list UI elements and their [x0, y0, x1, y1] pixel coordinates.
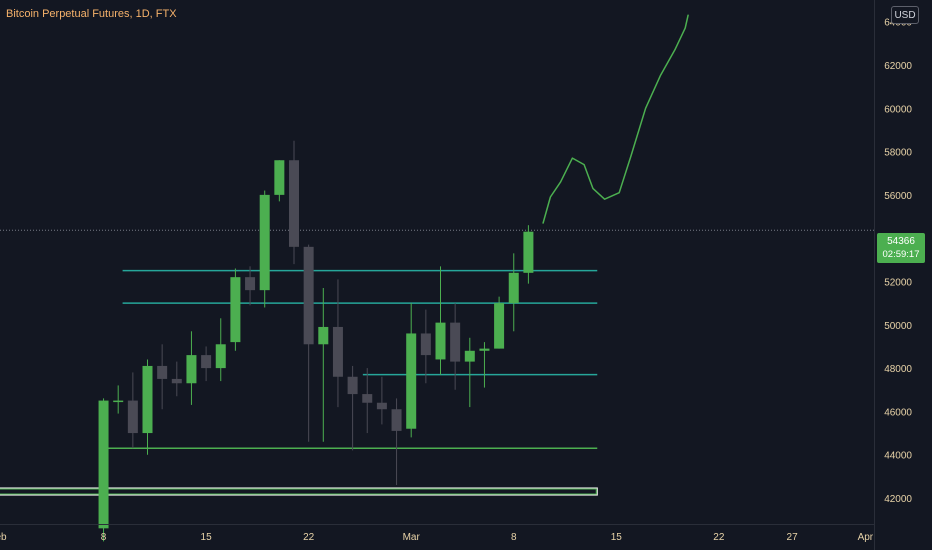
candle-body: [230, 277, 241, 343]
y-tick-label: 48000: [884, 364, 912, 375]
zone-rectangle: [0, 487, 598, 496]
bar-countdown: 02:59:17: [882, 249, 920, 260]
candle-body: [494, 303, 505, 349]
candle-body: [318, 326, 329, 345]
y-tick-label: 52000: [884, 277, 912, 288]
candle-body: [362, 394, 373, 403]
candle-body: [142, 365, 153, 434]
x-tick-label: 22: [713, 532, 725, 543]
candle-body: [157, 365, 168, 379]
chart-title: Bitcoin Perpetual Futures, 1D, FTX: [6, 8, 177, 20]
candle-body: [215, 344, 226, 369]
projection-curve: [542, 14, 689, 224]
candle-body: [186, 355, 197, 384]
candle-body: [171, 378, 182, 384]
candle-body: [464, 350, 475, 362]
candle-body: [303, 246, 314, 345]
currency-button[interactable]: USD: [891, 6, 919, 24]
candle-body: [406, 333, 417, 429]
candle-body: [201, 355, 212, 369]
zone-inner-line: [0, 488, 597, 495]
candle-body: [391, 409, 402, 431]
y-tick-label: 58000: [884, 148, 912, 159]
candle-body: [289, 160, 299, 247]
candle-body: [347, 376, 358, 395]
x-tick-label: 8: [101, 532, 107, 543]
x-axis[interactable]: eb 8 15 22 Mar 8 15 22 27 Apr: [0, 524, 874, 544]
y-tick-label: 60000: [884, 104, 912, 115]
x-tick-label: 22: [303, 532, 315, 543]
candle-body: [98, 400, 109, 529]
last-price-value: 54366: [887, 236, 915, 247]
candle-body: [274, 160, 285, 195]
candle-body: [332, 326, 343, 377]
x-tick-label: 15: [611, 532, 623, 543]
x-tick-label: eb: [0, 532, 7, 543]
candle-body: [245, 277, 256, 291]
y-tick-label: 44000: [884, 451, 912, 462]
x-tick-label: 15: [201, 532, 213, 543]
y-tick-label: 62000: [884, 61, 912, 72]
last-price-tag: 54366 02:59:17: [877, 233, 925, 263]
candle-body: [420, 333, 431, 356]
x-tick-label: 27: [787, 532, 799, 543]
y-axis[interactable]: 4200044000460004800050000520005400056000…: [874, 0, 913, 550]
y-tick-label: 42000: [884, 494, 912, 505]
x-tick-label: 8: [511, 532, 517, 543]
projection-layer: [542, 14, 689, 224]
y-tick-label: 50000: [884, 321, 912, 332]
candle-body: [259, 194, 270, 291]
candle-body: [113, 400, 124, 403]
x-tick-label: Apr: [858, 532, 874, 543]
candle-body: [450, 322, 461, 362]
y-tick-label: 56000: [884, 191, 912, 202]
candle-body: [127, 400, 138, 434]
candle-body: [508, 272, 519, 304]
x-tick-label: Mar: [403, 532, 421, 543]
candle-body: [523, 231, 534, 273]
candles-layer: [98, 140, 534, 542]
candle-body: [479, 348, 490, 351]
candle-body: [435, 322, 446, 360]
y-tick-label: 46000: [884, 407, 912, 418]
candle-body: [376, 402, 387, 410]
levels-layer: [0, 269, 598, 496]
